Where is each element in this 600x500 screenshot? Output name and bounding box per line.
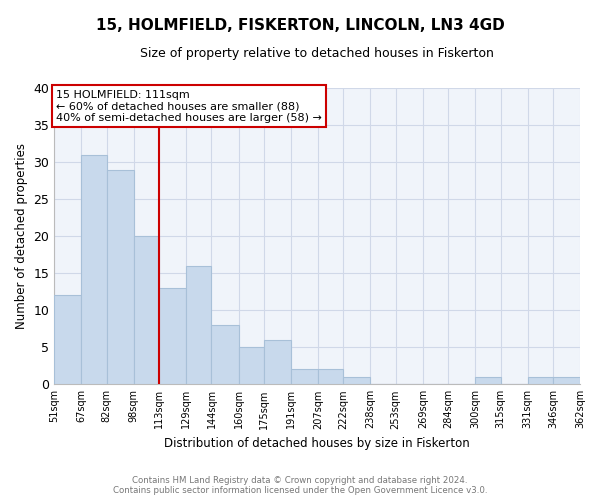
Bar xyxy=(82,154,107,384)
Bar xyxy=(527,377,553,384)
Bar xyxy=(239,348,264,385)
Bar xyxy=(318,370,343,384)
Bar xyxy=(343,377,370,384)
Bar xyxy=(54,296,82,384)
Text: 15 HOLMFIELD: 111sqm
← 60% of detached houses are smaller (88)
40% of semi-detac: 15 HOLMFIELD: 111sqm ← 60% of detached h… xyxy=(56,90,322,122)
Bar xyxy=(264,340,291,384)
Bar xyxy=(107,170,134,384)
Bar xyxy=(291,370,318,384)
Bar xyxy=(475,377,500,384)
Bar xyxy=(211,325,239,384)
Bar xyxy=(553,377,580,384)
Text: 15, HOLMFIELD, FISKERTON, LINCOLN, LN3 4GD: 15, HOLMFIELD, FISKERTON, LINCOLN, LN3 4… xyxy=(95,18,505,32)
X-axis label: Distribution of detached houses by size in Fiskerton: Distribution of detached houses by size … xyxy=(164,437,470,450)
Y-axis label: Number of detached properties: Number of detached properties xyxy=(15,143,28,329)
Bar xyxy=(134,236,159,384)
Text: Contains HM Land Registry data © Crown copyright and database right 2024.
Contai: Contains HM Land Registry data © Crown c… xyxy=(113,476,487,495)
Bar xyxy=(159,288,186,384)
Bar xyxy=(186,266,211,384)
Title: Size of property relative to detached houses in Fiskerton: Size of property relative to detached ho… xyxy=(140,48,494,60)
